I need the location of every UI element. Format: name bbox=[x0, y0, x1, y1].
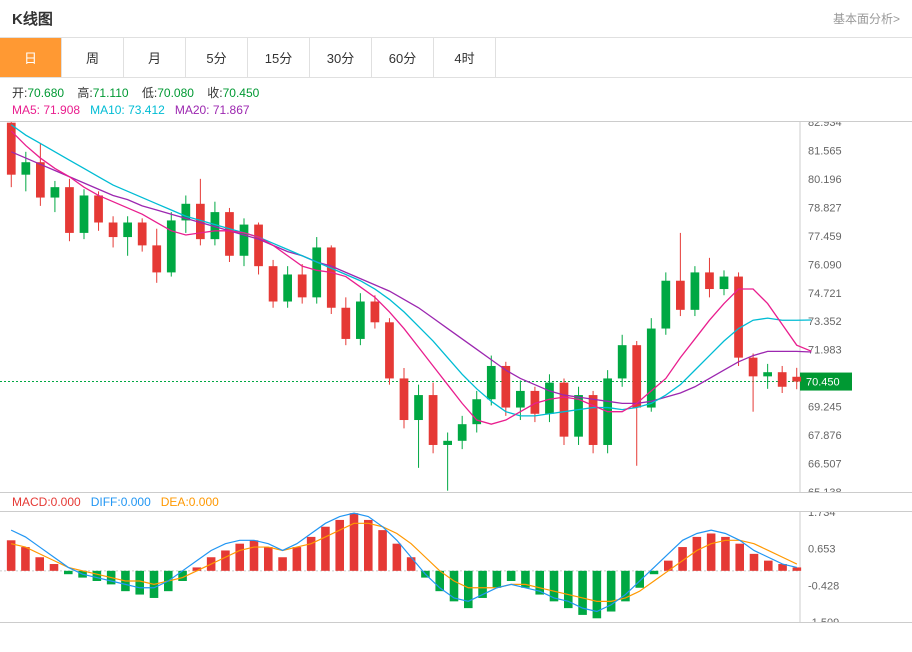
svg-text:-0.428: -0.428 bbox=[808, 580, 839, 592]
dea-value: 0.000 bbox=[189, 495, 219, 509]
low-label: 低: bbox=[142, 86, 157, 100]
tab-15分[interactable]: 15分 bbox=[248, 38, 310, 77]
ma5-value: 71.908 bbox=[43, 103, 80, 117]
close-value: 70.450 bbox=[223, 86, 260, 100]
price-chart-wrap: 82.934 81.565 80.196 78.827 77.459 76.090 74.7… bbox=[0, 121, 912, 493]
ma20-value: 71.867 bbox=[213, 103, 250, 117]
timeframe-tabs: 日周月5分15分30分60分4时 bbox=[0, 38, 912, 78]
high-value: 71.110 bbox=[93, 86, 129, 100]
ma10-value: 73.412 bbox=[128, 103, 165, 117]
tab-月[interactable]: 月 bbox=[124, 38, 186, 77]
svg-text:80.196: 80.196 bbox=[808, 174, 842, 186]
svg-text:82.934: 82.934 bbox=[808, 122, 842, 129]
diff-value: 0.000 bbox=[121, 495, 151, 509]
tab-周[interactable]: 周 bbox=[62, 38, 124, 77]
macd-chart-wrap: 1.734 0.653 -0.428 -1.509 bbox=[0, 511, 912, 623]
price-chart[interactable]: 82.934 81.565 80.196 78.827 77.459 76.090 74.7… bbox=[0, 122, 856, 492]
svg-text:76.090: 76.090 bbox=[808, 259, 842, 271]
svg-text:81.565: 81.565 bbox=[808, 145, 842, 157]
dea-label: DEA: bbox=[161, 495, 189, 509]
high-label: 高: bbox=[77, 86, 92, 100]
kline-container: K线图 基本面分析> 日周月5分15分30分60分4时 开:70.680 高:7… bbox=[0, 0, 912, 623]
svg-text:-1.509: -1.509 bbox=[808, 617, 839, 622]
svg-text:0.653: 0.653 bbox=[808, 544, 836, 556]
low-value: 70.080 bbox=[157, 86, 194, 100]
ma-row: MA5: 71.908 MA10: 73.412 MA20: 71.867 bbox=[0, 103, 912, 121]
svg-text:73.352: 73.352 bbox=[808, 316, 842, 328]
ohlc-row: 开:70.680 高:71.110 低:70.080 收:70.450 bbox=[0, 78, 912, 103]
svg-text:70.450: 70.450 bbox=[806, 377, 840, 389]
close-label: 收: bbox=[207, 86, 222, 100]
macd-label: MACD: bbox=[12, 495, 51, 509]
chart-title: K线图 bbox=[12, 8, 53, 29]
tab-4时[interactable]: 4时 bbox=[434, 38, 496, 77]
svg-text:78.827: 78.827 bbox=[808, 202, 842, 214]
svg-text:71.983: 71.983 bbox=[808, 345, 842, 357]
svg-text:65.138: 65.138 bbox=[808, 487, 842, 492]
tab-30分[interactable]: 30分 bbox=[310, 38, 372, 77]
diff-label: DIFF: bbox=[91, 495, 121, 509]
macd-chart[interactable]: 1.734 0.653 -0.428 -1.509 bbox=[0, 512, 856, 622]
macd-row: MACD:0.000 DIFF:0.000 DEA:0.000 bbox=[0, 493, 912, 511]
svg-text:67.876: 67.876 bbox=[808, 430, 842, 442]
tab-60分[interactable]: 60分 bbox=[372, 38, 434, 77]
tab-5分[interactable]: 5分 bbox=[186, 38, 248, 77]
macd-value: 0.000 bbox=[51, 495, 81, 509]
header: K线图 基本面分析> bbox=[0, 0, 912, 38]
svg-text:66.507: 66.507 bbox=[808, 459, 842, 471]
tab-日[interactable]: 日 bbox=[0, 38, 62, 77]
svg-text:1.734: 1.734 bbox=[808, 512, 836, 519]
svg-text:69.245: 69.245 bbox=[808, 402, 842, 414]
open-label: 开: bbox=[12, 86, 27, 100]
ma10-label: MA10: bbox=[90, 103, 125, 117]
fundamental-analysis-link[interactable]: 基本面分析> bbox=[833, 10, 900, 27]
svg-text:77.459: 77.459 bbox=[808, 231, 842, 243]
svg-text:74.721: 74.721 bbox=[808, 288, 842, 300]
ma5-label: MA5: bbox=[12, 103, 40, 117]
open-value: 70.680 bbox=[27, 86, 64, 100]
ma20-label: MA20: bbox=[175, 103, 210, 117]
